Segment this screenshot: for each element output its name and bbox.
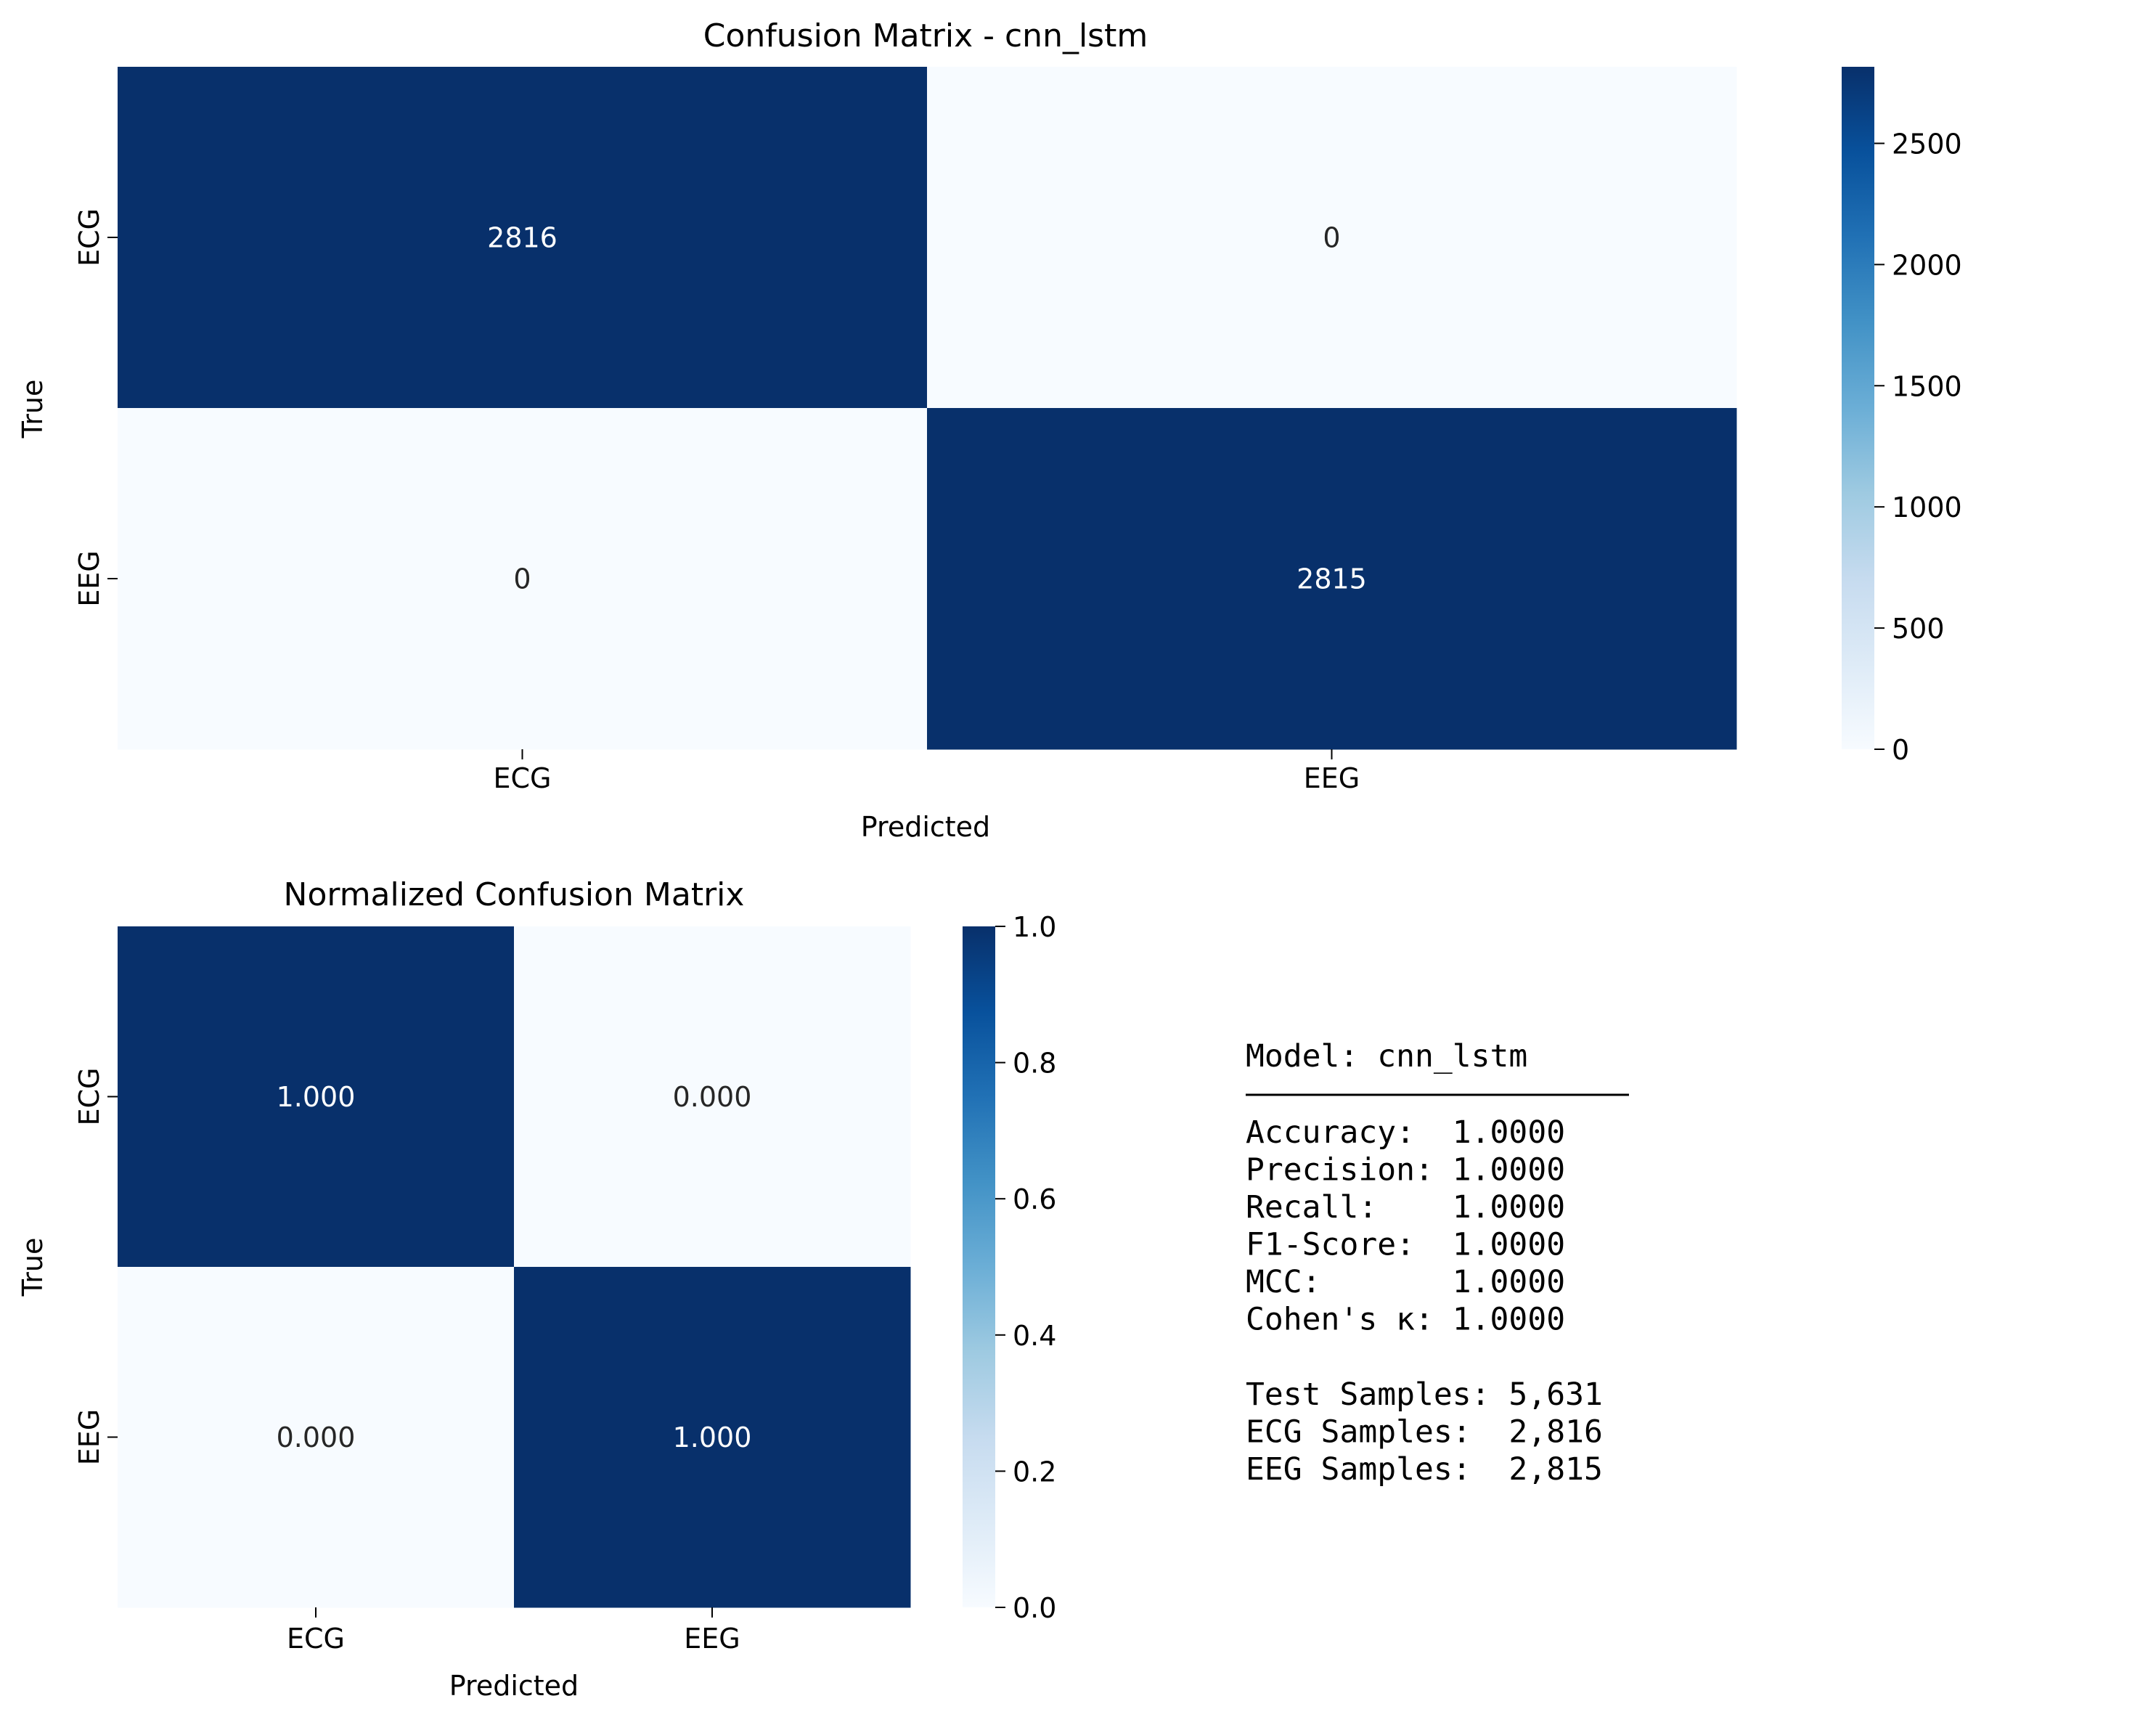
cell-value-label: 2816: [487, 222, 558, 254]
metric-line: Precision: 1.0000: [1246, 1152, 1565, 1188]
colorbar-tick-label: 0.4: [1013, 1320, 1056, 1352]
colorbar-tick-label: 0: [1892, 734, 1909, 766]
metric-line: Recall: 1.0000: [1246, 1189, 1565, 1225]
colorbar: 0 500 1000 1500 2000 2500: [1842, 67, 1962, 766]
x-tick-label: EEG: [684, 1623, 740, 1655]
normalized-confusion-matrix-panel: Normalized Confusion Matrix 1.000 0.000 0.…: [17, 876, 1056, 1702]
x-tick-label: ECG: [494, 762, 552, 794]
heatmap-cells: 2816 0 0 2815: [118, 67, 1737, 750]
cell-value-label: 0: [1323, 222, 1340, 254]
colorbar-gradient: [963, 926, 995, 1607]
heatmap-cell: [118, 1267, 515, 1608]
y-tick-label: ECG: [73, 1068, 105, 1126]
colorbar-tick-label: 1000: [1892, 492, 1962, 523]
heatmap-cell: [118, 67, 928, 409]
axis-ticks: ECG EEG ECG EEG: [73, 208, 1360, 794]
confusion-matrix-panel: Confusion Matrix - cnn_lstm 2816 0 0 2815 E…: [17, 17, 1962, 843]
metric-line: F1-Score: 1.0000: [1246, 1227, 1565, 1263]
metric-line: Accuracy: 1.0000: [1246, 1114, 1565, 1151]
axis-ticks: ECG EEG ECG EEG: [73, 1068, 740, 1655]
colorbar-tick-label: 500: [1892, 613, 1945, 645]
heatmap-cells: 1.000 0.000 0.000 1.000: [118, 926, 911, 1608]
summary-header: Model: cnn_lstm: [1246, 1038, 1527, 1074]
cell-value-label: 0.000: [673, 1081, 752, 1113]
cell-value-label: 1.000: [277, 1081, 356, 1113]
cell-value-label: 0.000: [277, 1422, 356, 1453]
colorbar-tick-label: 2500: [1892, 128, 1962, 160]
heatmap-cell: [118, 926, 515, 1268]
colorbar-tick-label: 0.8: [1013, 1048, 1056, 1080]
cell-value-label: 1.000: [673, 1422, 752, 1453]
colorbar-tick-label: 0.0: [1013, 1592, 1056, 1624]
heatmap-cell: [514, 1267, 911, 1608]
y-tick-label: EEG: [73, 1409, 105, 1465]
cell-value-label: 2815: [1297, 563, 1367, 595]
x-tick-label: ECG: [287, 1623, 345, 1655]
sample-count-line: Test Samples: 5,631: [1246, 1377, 1603, 1413]
colorbar-tick-label: 1500: [1892, 370, 1962, 402]
heatmap-cell: [927, 67, 1737, 409]
y-axis-label: True: [17, 1238, 49, 1297]
colorbar: 0.0 0.2 0.4 0.6 0.8 1.0: [963, 911, 1056, 1624]
colorbar-tick-label: 0.2: [1013, 1456, 1056, 1488]
colorbar-tick-label: 1.0: [1013, 911, 1056, 943]
colorbar-tick-label: 2000: [1892, 249, 1962, 281]
metrics-summary: Model: cnn_lstm Accuracy: 1.0000Precisio…: [1246, 1038, 1629, 1488]
sample-count-line: ECG Samples: 2,816: [1246, 1414, 1603, 1451]
y-tick-label: ECG: [73, 208, 105, 266]
chart-title: Confusion Matrix - cnn_lstm: [703, 17, 1148, 54]
cell-value-label: 0: [513, 563, 531, 595]
heatmap-cell: [514, 926, 911, 1268]
y-axis-label: True: [17, 380, 49, 439]
metric-line: MCC: 1.0000: [1246, 1264, 1565, 1300]
heatmap-cell: [118, 408, 928, 750]
x-axis-label: Predicted: [861, 811, 990, 843]
colorbar-gradient: [1842, 67, 1874, 749]
sample-count-line: EEG Samples: 2,815: [1246, 1451, 1603, 1488]
metric-line: Cohen's κ: 1.0000: [1246, 1302, 1565, 1338]
colorbar-tick-label: 0.6: [1013, 1183, 1056, 1215]
heatmap-cell: [927, 408, 1737, 750]
chart-title: Normalized Confusion Matrix: [284, 876, 745, 913]
y-tick-label: EEG: [73, 550, 105, 606]
x-tick-label: EEG: [1304, 762, 1360, 794]
x-axis-label: Predicted: [449, 1670, 579, 1702]
